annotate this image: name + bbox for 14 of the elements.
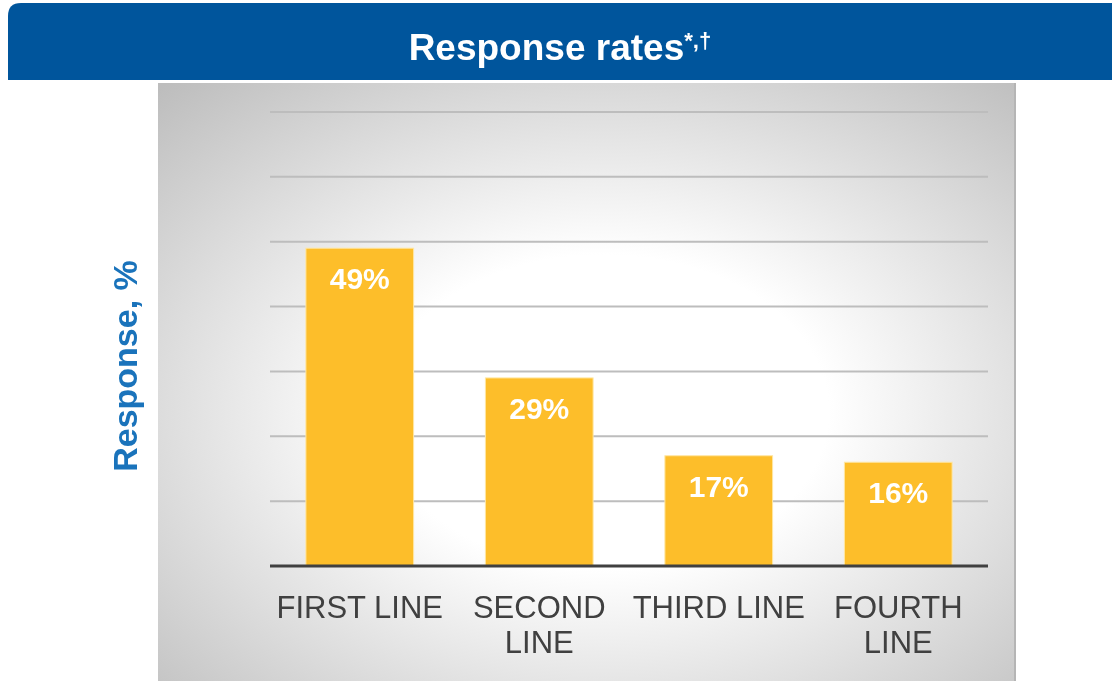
x-tick-label: SECOND LINE xyxy=(472,590,606,660)
x-tick-label: FOURTH LINE xyxy=(833,590,963,660)
data-label: 16% xyxy=(868,476,929,510)
bar xyxy=(843,461,953,567)
data-label: 17% xyxy=(688,469,749,503)
bar xyxy=(305,247,415,567)
bar xyxy=(664,455,774,567)
x-tick-label: THIRD LINE xyxy=(632,590,805,625)
x-tick-label: FIRST LINE xyxy=(276,590,444,625)
chart-title: Response rates$^{*,†}$ xyxy=(408,27,712,68)
data-label: 49% xyxy=(329,262,390,296)
y-axis-title: Response, % xyxy=(106,260,144,472)
bar xyxy=(484,377,594,567)
data-label: 29% xyxy=(509,391,570,425)
